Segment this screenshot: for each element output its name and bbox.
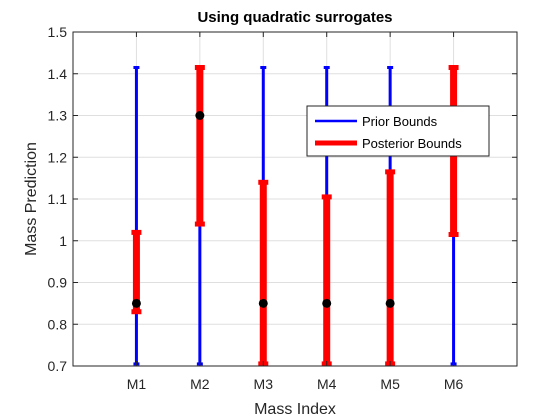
posterior-bounds-series (131, 64, 459, 367)
y-axis-label: Mass Prediction (23, 142, 40, 256)
point-marker (322, 298, 332, 308)
x-axis-label: Mass Index (254, 401, 336, 418)
y-tick-label: 1.1 (48, 191, 68, 207)
x-tick-label: M2 (190, 376, 210, 392)
y-tick-label: 1 (59, 233, 67, 249)
legend-label-prior: Prior Bounds (362, 114, 438, 129)
y-tick-label: 1.3 (48, 108, 68, 124)
x-tick-label: M6 (444, 376, 464, 392)
y-tick-label: 1.2 (48, 149, 68, 165)
y-axis-ticks: 0.7 0.8 0.9 1 1.1 1.2 1.3 1.4 1.5 (48, 24, 517, 374)
y-tick-label: 1.5 (48, 24, 68, 40)
legend: Prior Bounds Posterior Bounds (306, 105, 490, 157)
point-markers (131, 111, 395, 308)
x-tick-label: M1 (127, 376, 147, 392)
legend-label-posterior: Posterior Bounds (362, 136, 462, 151)
y-tick-label: 0.8 (48, 316, 68, 332)
legend-box (306, 105, 490, 157)
point-marker (195, 111, 205, 120)
point-marker (385, 298, 395, 308)
y-tick-label: 1.4 (48, 66, 68, 82)
x-tick-label: M4 (317, 376, 337, 392)
y-tick-label: 0.9 (48, 275, 68, 291)
y-tick-label: 0.7 (48, 358, 68, 374)
chart-title: Using quadratic surrogates (197, 9, 392, 26)
x-tick-label: M3 (254, 376, 274, 392)
point-marker (131, 298, 141, 308)
x-tick-label: M5 (380, 376, 400, 392)
point-marker (258, 298, 268, 308)
x-axis-ticks: M1 M2 M3 M4 M5 M6 (127, 32, 464, 392)
